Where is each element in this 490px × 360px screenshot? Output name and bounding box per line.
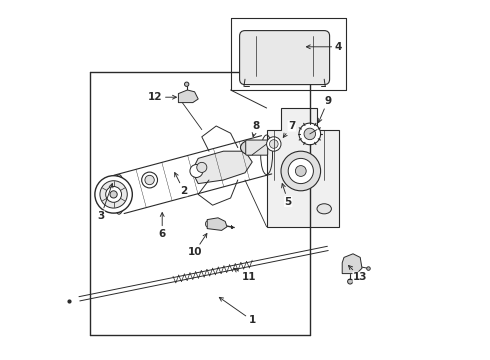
Text: 4: 4 xyxy=(306,42,343,52)
Text: 13: 13 xyxy=(348,265,368,282)
Text: 6: 6 xyxy=(159,213,166,239)
Circle shape xyxy=(281,151,320,191)
Ellipse shape xyxy=(317,204,331,214)
Polygon shape xyxy=(195,151,252,184)
Polygon shape xyxy=(267,108,339,227)
Polygon shape xyxy=(207,218,227,230)
Circle shape xyxy=(100,181,127,208)
FancyBboxPatch shape xyxy=(240,31,330,85)
Text: 11: 11 xyxy=(234,268,256,282)
Circle shape xyxy=(190,165,203,177)
Text: 3: 3 xyxy=(98,184,113,221)
Circle shape xyxy=(304,128,316,140)
Circle shape xyxy=(299,123,320,145)
Polygon shape xyxy=(342,254,362,274)
Text: 5: 5 xyxy=(282,184,292,207)
Text: 2: 2 xyxy=(175,172,188,196)
Circle shape xyxy=(142,172,157,188)
FancyBboxPatch shape xyxy=(245,140,268,155)
Text: 8: 8 xyxy=(252,121,259,137)
Circle shape xyxy=(197,162,207,172)
Text: 7: 7 xyxy=(283,121,295,138)
Text: 10: 10 xyxy=(187,234,207,257)
Circle shape xyxy=(185,82,189,86)
Circle shape xyxy=(367,267,370,270)
Circle shape xyxy=(205,220,213,228)
Circle shape xyxy=(270,140,278,148)
Ellipse shape xyxy=(113,175,125,214)
Circle shape xyxy=(95,176,132,213)
Circle shape xyxy=(347,279,353,284)
Circle shape xyxy=(145,175,154,185)
Ellipse shape xyxy=(241,140,260,155)
Circle shape xyxy=(110,191,117,198)
Circle shape xyxy=(295,166,306,176)
Ellipse shape xyxy=(255,141,264,154)
Circle shape xyxy=(106,186,122,202)
Text: 12: 12 xyxy=(148,92,176,102)
Text: 9: 9 xyxy=(318,96,331,122)
Polygon shape xyxy=(178,90,198,103)
Circle shape xyxy=(267,137,281,151)
Text: 1: 1 xyxy=(220,297,256,325)
Circle shape xyxy=(288,158,314,184)
